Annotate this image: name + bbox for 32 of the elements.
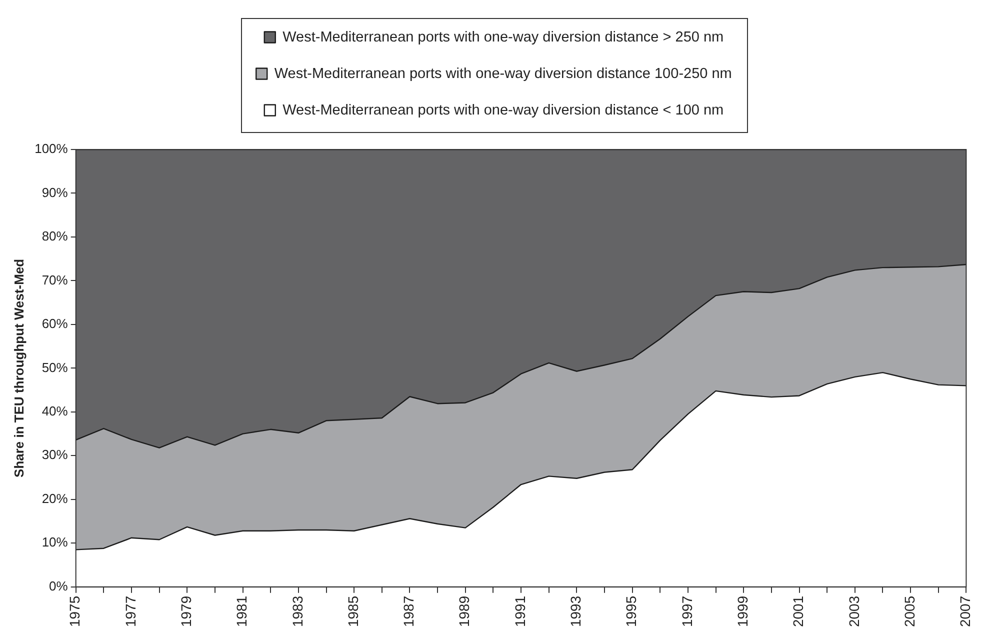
x-tick-label: 1989 — [456, 596, 472, 628]
y-tick-label: 50% — [42, 360, 68, 375]
x-tick-label: 1987 — [400, 596, 417, 628]
x-tick-label: 1995 — [623, 596, 640, 628]
x-tick-label: 1977 — [122, 596, 138, 628]
y-tick-label: 90% — [42, 184, 68, 200]
y-tick-label: 20% — [42, 490, 68, 506]
y-axis-title: Share in TEU throughput West-Med — [11, 258, 26, 478]
x-tick-label: 1991 — [512, 596, 528, 628]
y-tick-label: 70% — [42, 272, 68, 288]
legend-label: West-Mediterranean ports with one-way diversion distance 100-250 nm — [274, 66, 732, 82]
x-tick-label: 1983 — [289, 596, 306, 628]
x-tick-label: 2001 — [790, 596, 806, 628]
x-tick-label: 2007 — [957, 596, 974, 628]
y-tick-label: 10% — [42, 534, 68, 550]
legend-label: West-Mediterranean ports with one-way diversion distance > 250 nm — [282, 29, 724, 46]
x-tick-label: 1979 — [178, 596, 194, 628]
x-tick-label: 1981 — [234, 596, 250, 628]
x-tick-label: 1997 — [678, 596, 695, 628]
x-tick-label: 1975 — [66, 596, 83, 628]
x-tick-label: 1993 — [568, 596, 584, 628]
x-tick-label: 2003 — [846, 596, 862, 628]
legend-label: West-Mediterranean ports with one-way diversion distance < 100 nm — [282, 102, 724, 118]
y-tick-label: 60% — [42, 316, 68, 332]
y-tick-label: 0% — [49, 578, 68, 594]
y-tick-label: 30% — [42, 447, 68, 462]
x-tick-label: 1999 — [734, 596, 750, 628]
y-tick-label: 80% — [42, 228, 68, 244]
x-tick-label: 1985 — [344, 596, 361, 628]
y-tick-label: 100% — [34, 141, 68, 156]
y-tick-label: 40% — [42, 403, 68, 418]
x-tick-label: 2005 — [901, 596, 918, 628]
